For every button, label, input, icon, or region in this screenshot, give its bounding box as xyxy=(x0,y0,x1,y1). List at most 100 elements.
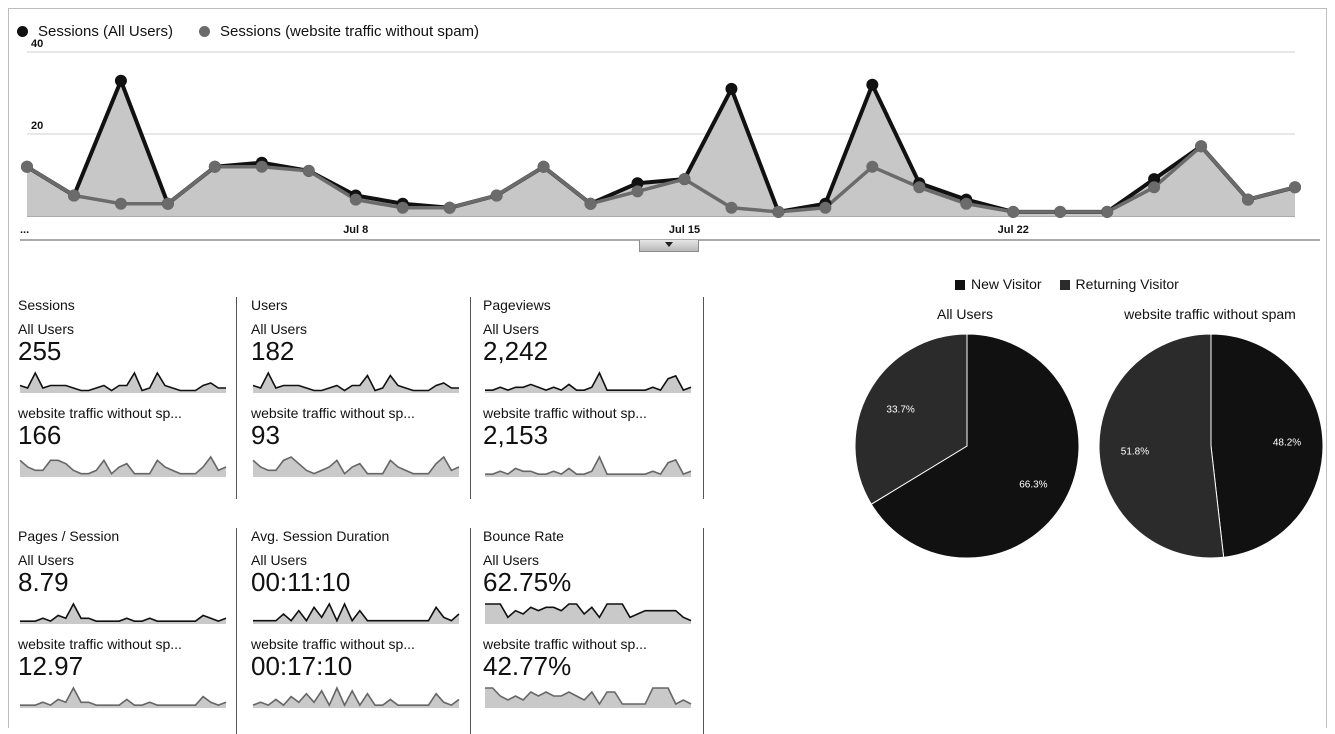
segment-label: website traffic without sp... xyxy=(251,405,415,421)
pie-legend-new-visitor[interactable]: New Visitor xyxy=(955,276,1042,292)
metric-value: 166 xyxy=(18,420,62,450)
data-point-all-users[interactable] xyxy=(866,78,879,91)
metric-tile[interactable]: Sessions All Users 255 website traffic with… xyxy=(18,297,232,479)
sparkline xyxy=(253,602,460,624)
data-point-without-spam[interactable] xyxy=(1195,140,1208,153)
segment-label: website traffic without sp... xyxy=(483,405,647,421)
segment-label: All Users xyxy=(18,552,75,568)
x-tick-label: Jul 15 xyxy=(669,224,700,236)
metric-tile[interactable]: Pageviews All Users 2,242 website traffic w… xyxy=(483,297,697,479)
divider xyxy=(236,297,237,499)
metric-title: Bounce Rate xyxy=(483,528,564,544)
data-point-without-spam[interactable] xyxy=(396,201,409,214)
metric-title: Pages / Session xyxy=(18,528,120,544)
data-point-all-users[interactable] xyxy=(114,74,127,87)
segment-label: All Users xyxy=(483,321,540,337)
pie-value-label: 66.3% xyxy=(1019,479,1047,490)
segment-label: All Users xyxy=(251,321,308,337)
returning-visitor-swatch xyxy=(1059,280,1070,290)
data-point-without-spam[interactable] xyxy=(913,181,926,194)
data-point-without-spam[interactable] xyxy=(866,160,879,173)
sparkline xyxy=(252,686,460,708)
sparkline xyxy=(20,686,227,708)
data-point-without-spam[interactable] xyxy=(1101,205,1114,218)
segment-label: website traffic without sp... xyxy=(18,636,182,652)
sparkline xyxy=(252,455,460,477)
data-point-without-spam[interactable] xyxy=(960,197,973,210)
metric-value: 62.75% xyxy=(483,567,572,597)
pie-value-label: 51.8% xyxy=(1121,446,1149,457)
data-point-without-spam[interactable] xyxy=(114,197,127,210)
divider xyxy=(236,528,237,734)
data-point-without-spam[interactable] xyxy=(819,201,832,214)
legend-dot-all-users xyxy=(17,26,28,37)
metric-value: 2,153 xyxy=(483,420,549,450)
metric-tile[interactable]: Users All Users 182 website traffic without… xyxy=(251,297,465,479)
pie-slice-new-visitor[interactable] xyxy=(870,333,1080,559)
sparkline-line xyxy=(20,686,227,707)
sparkline-line xyxy=(252,371,459,392)
data-point-without-spam[interactable] xyxy=(1054,205,1067,218)
data-point-without-spam[interactable] xyxy=(255,160,268,173)
pie-slice-returning-visitor[interactable] xyxy=(1098,333,1225,559)
data-point-without-spam[interactable] xyxy=(443,201,456,214)
metric-value: 93 xyxy=(251,420,280,450)
segment-label: website traffic without sp... xyxy=(18,405,182,421)
collapse-chart-toggle[interactable] xyxy=(639,240,699,252)
metric-value: 42.77% xyxy=(483,651,572,681)
data-point-without-spam[interactable] xyxy=(302,164,315,177)
data-point-without-spam[interactable] xyxy=(1148,181,1161,194)
sparkline xyxy=(19,371,226,393)
data-point-without-spam[interactable] xyxy=(772,205,785,218)
sessions-line-chart[interactable]: 20 40... Jul 8 Jul 15 Jul 22 xyxy=(0,0,1335,250)
metric-title: Avg. Session Duration xyxy=(251,528,390,544)
metric-tile[interactable]: Avg. Session Duration All Users 00:11:10 we… xyxy=(251,528,465,710)
data-point-without-spam[interactable] xyxy=(490,189,503,202)
data-point-without-spam[interactable] xyxy=(1242,193,1255,206)
pie-chart-without-spam[interactable]: 48.2% 51.8% xyxy=(1098,333,1324,559)
data-point-without-spam[interactable] xyxy=(537,160,550,173)
pie-value-label: 48.2% xyxy=(1273,438,1301,449)
legend-label-without-spam: Sessions (website traffic without spam) xyxy=(220,23,480,40)
pie-slice-new-visitor[interactable] xyxy=(1210,333,1324,558)
chevron-down-icon xyxy=(665,242,673,247)
segment-label: website traffic without sp... xyxy=(251,636,415,652)
legend-item-all-users[interactable]: Sessions (All Users) xyxy=(17,23,173,40)
pie-chart-all-users[interactable]: 66.3% 33.7% xyxy=(854,333,1080,559)
pie-value-label: 33.7% xyxy=(886,405,914,416)
sparkline xyxy=(20,602,227,624)
data-point-without-spam[interactable] xyxy=(21,160,33,173)
data-point-without-spam[interactable] xyxy=(208,160,221,173)
sparkline xyxy=(19,455,227,477)
data-point-without-spam[interactable] xyxy=(631,185,644,198)
metric-tile[interactable]: Bounce Rate All Users 62.75% website traffi… xyxy=(483,528,697,710)
segment-label: All Users xyxy=(483,552,540,568)
sparkline xyxy=(485,603,692,624)
segment-label: All Users xyxy=(18,321,75,337)
metric-tile[interactable]: Pages / Session All Users 8.79 website traf… xyxy=(18,528,232,710)
dashboard-frame xyxy=(8,8,1327,728)
metric-value: 8.79 xyxy=(18,567,69,597)
data-point-without-spam[interactable] xyxy=(584,197,597,210)
sparkline-line xyxy=(485,687,692,706)
sparkline-line xyxy=(19,371,226,392)
pie-legend-new-label: New Visitor xyxy=(971,276,1042,292)
data-point-without-spam[interactable] xyxy=(678,173,691,186)
data-point-without-spam[interactable] xyxy=(349,193,362,206)
pie-legend-returning-visitor[interactable]: Returning Visitor xyxy=(1059,276,1179,292)
divider xyxy=(703,297,704,499)
data-point-without-spam[interactable] xyxy=(725,201,738,214)
data-point-without-spam[interactable] xyxy=(161,197,174,210)
sparkline xyxy=(252,371,459,393)
data-point-all-users[interactable] xyxy=(725,82,738,95)
sparkline xyxy=(485,455,692,477)
data-point-without-spam[interactable] xyxy=(1289,181,1301,194)
pie-legend: New Visitor Returning Visitor xyxy=(955,276,1179,292)
pie-slice-returning-visitor[interactable] xyxy=(854,333,968,505)
legend-item-without-spam[interactable]: Sessions (website traffic without spam) xyxy=(199,23,479,40)
y-tick-label: 40 xyxy=(31,38,43,50)
new-visitor-swatch xyxy=(955,280,965,290)
data-point-without-spam[interactable] xyxy=(67,189,80,202)
divider xyxy=(470,528,471,734)
data-point-without-spam[interactable] xyxy=(1007,205,1020,218)
